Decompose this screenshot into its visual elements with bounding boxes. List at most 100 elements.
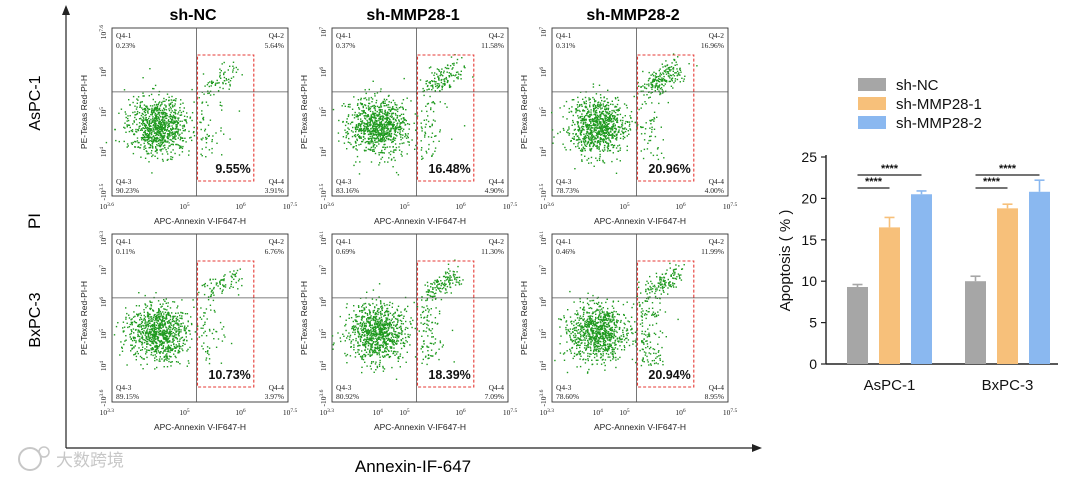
- dot: [164, 324, 166, 326]
- dot: [579, 116, 581, 118]
- dot: [131, 321, 134, 324]
- dot: [147, 328, 149, 330]
- dot: [575, 133, 577, 135]
- dot: [157, 300, 160, 302]
- dot: [450, 73, 452, 76]
- dot: [622, 132, 625, 135]
- dot: [167, 338, 169, 340]
- dot: [363, 128, 365, 130]
- dot: [364, 137, 366, 140]
- dot: [162, 100, 164, 103]
- dot: [431, 85, 433, 87]
- dot: [365, 354, 367, 357]
- dot: [600, 121, 602, 123]
- dot: [590, 118, 592, 121]
- dot: [133, 336, 136, 339]
- dot: [164, 112, 167, 114]
- dot: [383, 302, 385, 305]
- dot: [606, 137, 609, 139]
- dot: [600, 104, 603, 106]
- dot: [363, 303, 365, 305]
- dot: [386, 129, 388, 132]
- dot: [365, 146, 367, 149]
- dot: [354, 331, 356, 333]
- dot: [406, 97, 408, 99]
- dot: [152, 112, 154, 114]
- dot: [390, 109, 392, 112]
- dot: [137, 331, 139, 333]
- dot: [146, 338, 149, 341]
- dot: [332, 344, 335, 346]
- dot: [601, 123, 604, 126]
- dot: [598, 131, 600, 134]
- dot: [358, 135, 361, 137]
- dot: [615, 118, 617, 120]
- dot: [215, 282, 218, 284]
- dot: [150, 122, 152, 125]
- dot: [385, 337, 388, 340]
- dot: [167, 322, 169, 324]
- dot: [374, 123, 376, 126]
- dot: [145, 335, 147, 338]
- dot: [578, 130, 580, 132]
- dot: [149, 144, 151, 146]
- dot: [609, 134, 611, 136]
- dot: [661, 63, 663, 65]
- dot: [425, 123, 427, 126]
- dot: [217, 82, 219, 84]
- dot: [148, 313, 150, 315]
- dot: [460, 78, 462, 80]
- dot: [125, 131, 127, 133]
- dot: [609, 115, 611, 117]
- dot: [154, 139, 156, 141]
- dot: [144, 348, 146, 350]
- dot: [387, 134, 389, 136]
- dot: [135, 118, 137, 121]
- dot: [599, 138, 601, 140]
- dot: [365, 123, 367, 125]
- dot: [175, 334, 177, 336]
- dot: [653, 120, 655, 122]
- dot: [403, 315, 405, 317]
- dot: [161, 139, 163, 142]
- dot: [651, 84, 653, 86]
- dot: [171, 133, 174, 135]
- dot: [383, 130, 385, 132]
- dot: [377, 344, 379, 346]
- dot: [593, 109, 595, 112]
- dot: [163, 338, 165, 340]
- dot: [401, 106, 404, 108]
- dot: [400, 106, 402, 108]
- dot: [155, 109, 157, 111]
- apoptosis-gate: [196, 260, 255, 388]
- dot: [593, 107, 595, 110]
- dot: [364, 97, 367, 99]
- dot: [380, 337, 383, 339]
- dot: [565, 100, 568, 103]
- dot: [145, 105, 147, 107]
- dot: [395, 130, 397, 132]
- dot: [168, 322, 170, 324]
- dot: [181, 336, 184, 339]
- x-tick-label: 106: [455, 202, 466, 211]
- dot: [160, 133, 163, 135]
- dot: [156, 113, 158, 115]
- dot: [238, 110, 241, 112]
- dot: [146, 346, 148, 348]
- dot: [150, 125, 152, 127]
- dot: [170, 361, 172, 363]
- dot: [381, 119, 384, 121]
- dot: [453, 64, 455, 66]
- dot: [584, 136, 587, 138]
- dot: [432, 153, 434, 155]
- dot: [143, 95, 145, 97]
- dot: [658, 78, 660, 80]
- dot: [165, 129, 168, 131]
- dot: [208, 328, 211, 331]
- dot: [583, 141, 585, 144]
- dot: [362, 327, 365, 329]
- dot: [676, 78, 679, 81]
- dot: [373, 104, 375, 107]
- dot: [163, 308, 165, 310]
- dot: [388, 131, 391, 133]
